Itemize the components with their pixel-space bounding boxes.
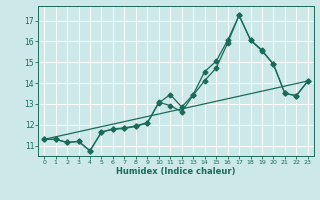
X-axis label: Humidex (Indice chaleur): Humidex (Indice chaleur) (116, 167, 236, 176)
